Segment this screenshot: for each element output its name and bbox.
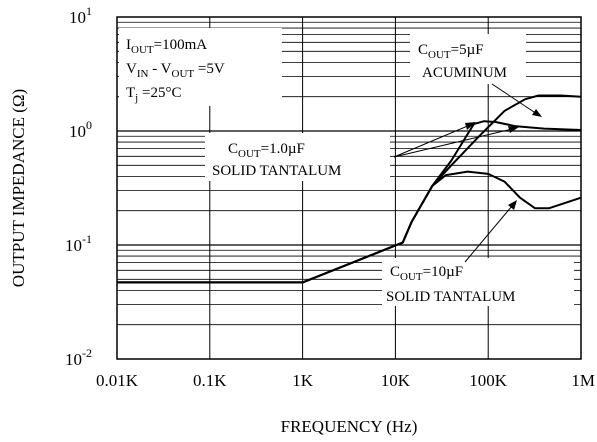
series-5uf-label: COUT=5µF	[418, 42, 484, 61]
conditions-box-bg	[119, 28, 282, 106]
x-tick-label: 1K	[292, 371, 314, 390]
plot-frame	[116, 16, 582, 360]
series-curves	[117, 94, 582, 284]
series-5uf-label-line2: ACUMINUM	[422, 65, 507, 81]
y-tick-label: 101	[69, 4, 92, 27]
y-tick-label: 10-1	[65, 232, 92, 255]
series-10uf-label-bg	[382, 258, 574, 306]
x-axis-label: FREQUENCY (Hz)	[281, 417, 418, 436]
y-tick-base: 10	[65, 350, 82, 369]
series-5uf-arrowhead	[532, 109, 542, 117]
series-5uf-pointer	[491, 83, 538, 115]
y-tick-label: 100	[69, 118, 92, 141]
condition-iout: IOUT=100mA	[126, 37, 207, 56]
y-tick-exponent: -1	[82, 232, 92, 246]
y-tick-exponent: -2	[82, 346, 92, 360]
x-tick-label: 10K	[381, 371, 411, 390]
series-1uf-pointer-a	[393, 124, 471, 158]
y-tick-base: 10	[69, 8, 86, 27]
x-tick-label: 100K	[469, 371, 508, 390]
series-1uf-pointer-b	[393, 128, 513, 158]
y-tick-base: 10	[69, 122, 86, 141]
y-tick-exponent: 0	[86, 118, 92, 132]
series-10uf-label: COUT=10µF	[390, 264, 463, 283]
x-tick-label: 0.1K	[193, 371, 227, 390]
x-tick-labels: 0.01K 0.1K 1K 10K 100K 1M	[96, 371, 595, 390]
series-10uf-arrowhead	[508, 200, 517, 210]
y-tick-exponent: 1	[86, 4, 92, 18]
condition-vin-vout: VIN - VOUT =5V	[126, 61, 225, 80]
series-line-2	[117, 170, 582, 284]
series-1uf-arrowhead-a	[465, 122, 476, 130]
series-1uf-arrowhead-b	[508, 126, 519, 133]
series-10uf-pointer	[464, 205, 513, 263]
series-5uf-label-bg	[410, 34, 526, 84]
y-tick-base: 10	[65, 236, 82, 255]
series-1uf-label-line2: SOLID TANTALUM	[212, 163, 341, 179]
y-axis-label: OUTPUT IMPEDANCE (Ω)	[9, 89, 28, 287]
x-tick-label: 1M	[571, 371, 595, 390]
x-tick-label: 0.01K	[96, 371, 139, 390]
series-1uf-label-bg	[205, 133, 390, 181]
series-1uf-label: COUT=1.0µF	[228, 141, 305, 160]
series-10uf-label-line2: SOLID TANTALUM	[386, 289, 515, 305]
condition-tj: Tj =25°C	[126, 85, 181, 104]
y-tick-label: 10-2	[65, 346, 92, 369]
